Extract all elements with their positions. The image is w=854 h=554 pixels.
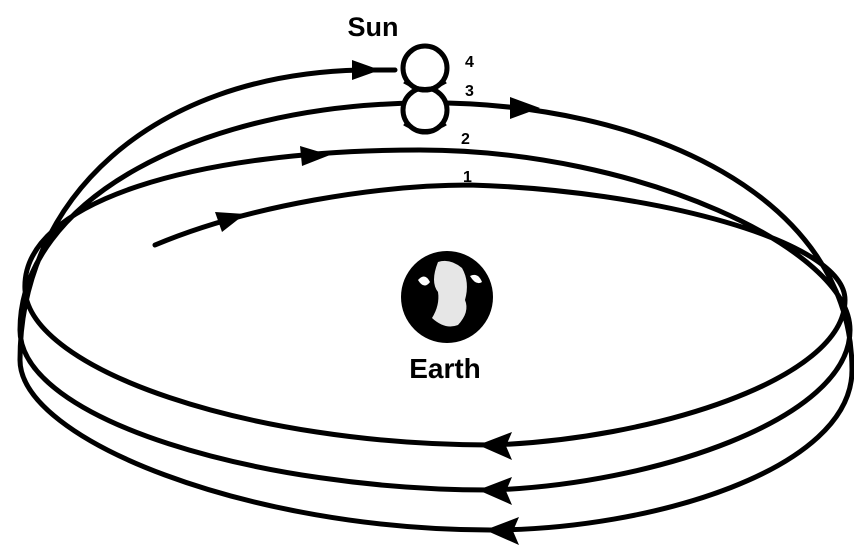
orbit-label: 4 <box>465 54 474 71</box>
orbit-label: 2 <box>461 131 470 148</box>
sun <box>400 43 450 135</box>
sun-label: Sun <box>348 12 399 42</box>
orbit-label: 1 <box>463 169 472 186</box>
earth-label: Earth <box>409 353 481 384</box>
earth <box>401 251 493 343</box>
orbit-label: 3 <box>465 83 474 100</box>
arrowheads <box>215 60 540 545</box>
